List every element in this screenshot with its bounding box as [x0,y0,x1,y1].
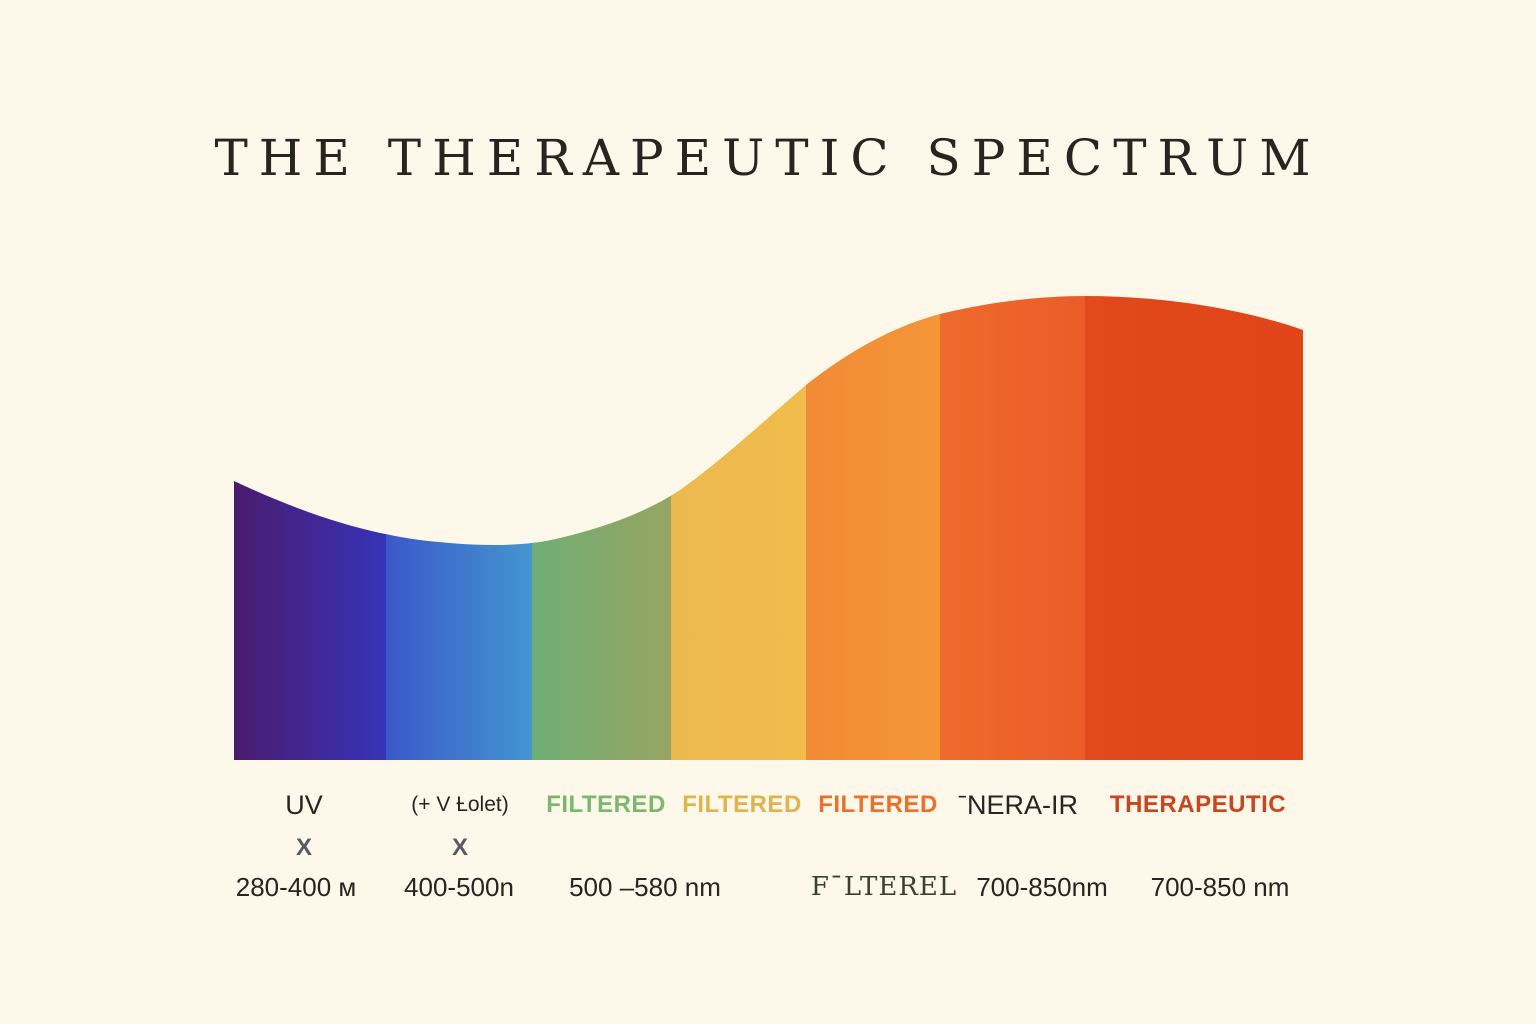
band-label-6: ˉNERA-IR [958,790,1078,820]
band-label-5: FILTERED [818,791,938,818]
band-excluded-mark-1: X [295,834,313,861]
band-range-2: 400-500n [404,872,514,902]
spectrum-band-1 [234,296,387,760]
spectrum-band-6 [940,296,1086,760]
band-label-1: UV [285,790,323,820]
spectrum-band-7 [1085,296,1303,760]
band-label-7: THERAPEUTIC [1109,791,1287,818]
spectrum-band-2 [386,296,533,760]
band-range-5: FˉLTEREL [810,872,958,902]
band-range-3: 500 –580 nm [569,872,721,902]
band-label-2: (+ V Ƚolet) [411,793,509,816]
band-range-6: 700-850nm [976,872,1108,902]
spectrum-band-4 [671,296,807,760]
spectrum-band-3 [532,296,672,760]
band-label-4: FILTERED [682,791,802,818]
band-range-1: 280-400 м [235,872,357,902]
page-title: THE THERAPEUTIC SPECTRUM [214,129,1322,187]
band-label-3: FILTERED [546,791,666,818]
band-range-7: 700-850 nm [1150,872,1290,902]
spectrum-band-5 [806,296,941,760]
band-excluded-mark-2: X [451,834,469,861]
